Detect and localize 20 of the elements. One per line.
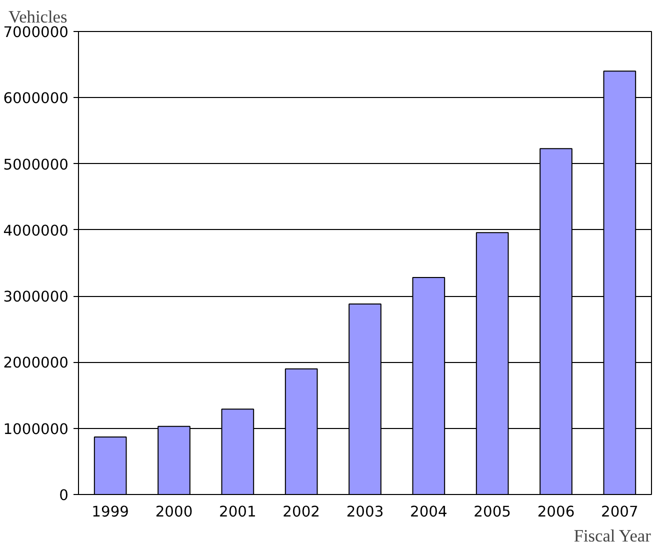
y-tick-label: 0: [59, 487, 69, 504]
x-tick-label: 1999: [92, 504, 129, 520]
x-tick-label: 2001: [219, 504, 256, 520]
x-tick-label: 2000: [155, 504, 193, 520]
y-tick-label: 1000000: [3, 420, 69, 438]
y-tick-label: 6000000: [3, 90, 69, 108]
x-tick-label: 2002: [282, 504, 320, 520]
x-tick-label: 2007: [601, 504, 638, 520]
x-tick-label: 2003: [346, 504, 384, 520]
y-tick-label: 5000000: [3, 156, 69, 174]
x-tick-label: 2006: [537, 504, 575, 520]
x-tick-label: 2005: [474, 504, 511, 520]
y-tick-label: 7000000: [3, 24, 69, 41]
x-axis-title: Fiscal Year: [574, 526, 652, 546]
x-tick-label: 2004: [410, 504, 448, 520]
y-tick-label: 2000000: [3, 354, 69, 372]
y-axis-title: Vehicles: [8, 8, 68, 26]
bar: [94, 436, 127, 494]
y-tick-label: 3000000: [3, 288, 69, 306]
y-tick-label: 4000000: [3, 222, 69, 240]
